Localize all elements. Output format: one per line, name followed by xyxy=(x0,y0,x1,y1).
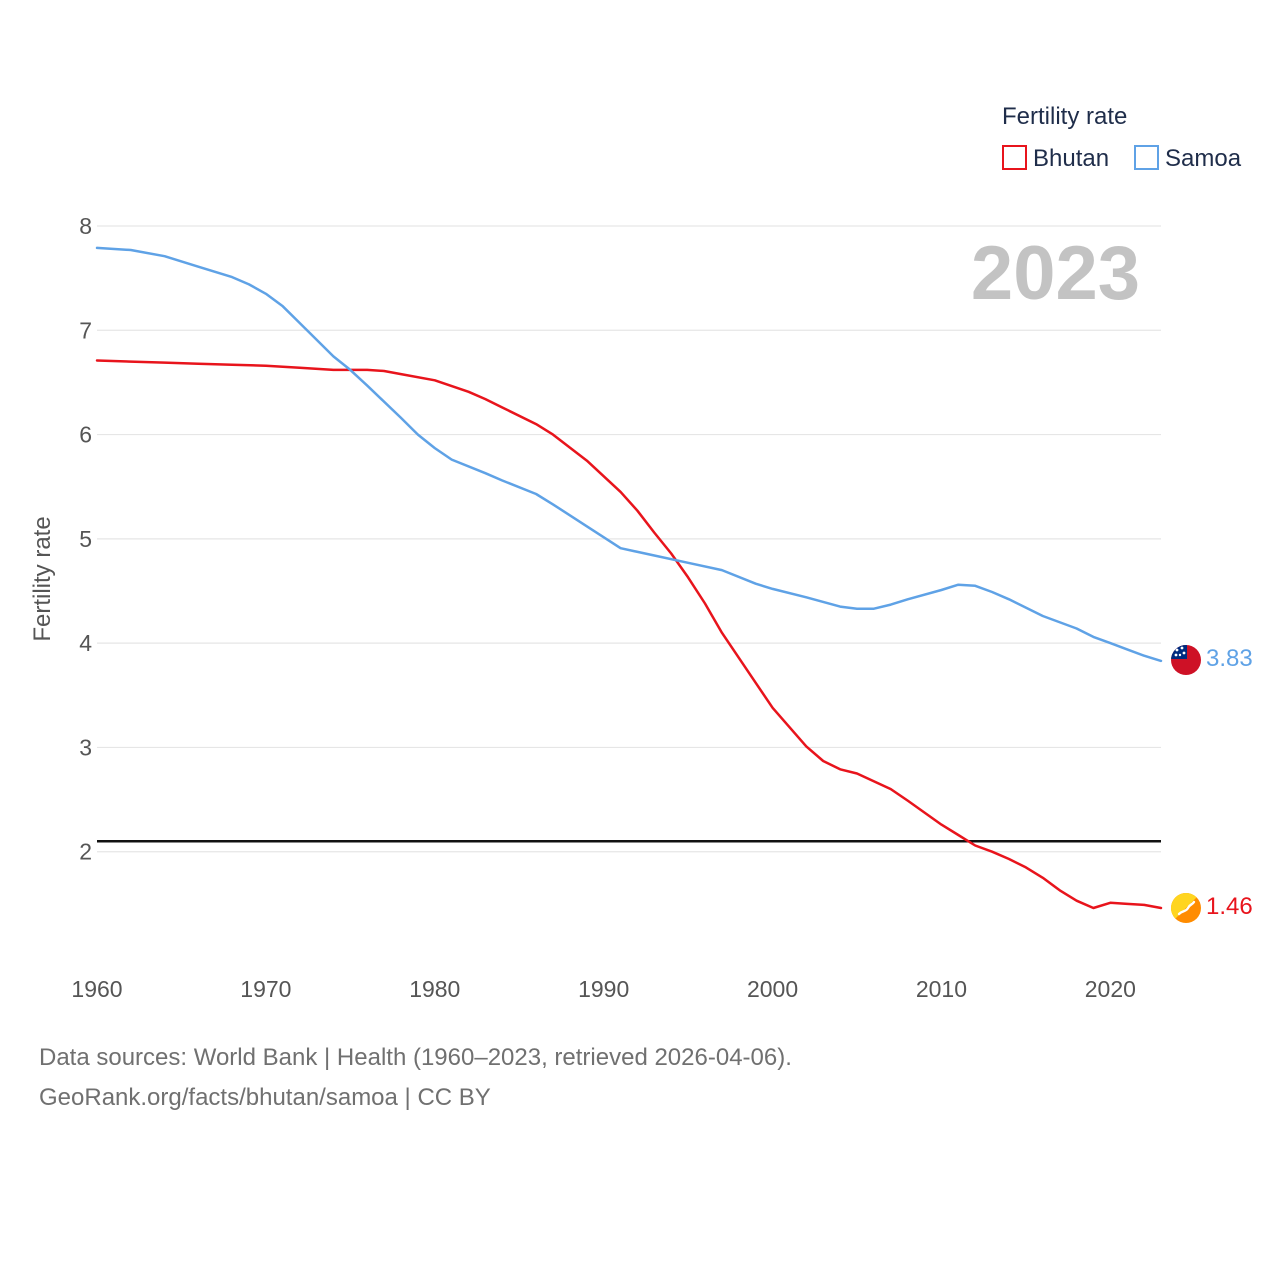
bhutan-end-label: 1.46 xyxy=(1206,893,1253,920)
x-tick-label: 2000 xyxy=(747,976,798,1002)
legend-title: Fertility rate xyxy=(1002,103,1127,130)
legend-swatch-bhutan xyxy=(1002,145,1027,170)
legend-item-bhutan[interactable]: Bhutan xyxy=(1002,145,1109,172)
gridlines xyxy=(97,225,1161,853)
legend-item-samoa[interactable]: Samoa xyxy=(1134,145,1242,172)
legend: Fertility rate Bhutan Samoa xyxy=(1002,103,1242,172)
y-tick-label: 6 xyxy=(79,422,92,448)
y-tick-label: 5 xyxy=(79,526,92,552)
y-tick-label: 8 xyxy=(79,213,92,239)
y-tick-label: 4 xyxy=(79,630,92,656)
y-tick-label: 2 xyxy=(79,839,92,865)
credit-link[interactable]: GeoRank.org/facts/bhutan/samoa | CC BY xyxy=(39,1084,491,1111)
legend-label-bhutan: Bhutan xyxy=(1033,145,1109,172)
samoa-flag-icon xyxy=(1171,645,1201,675)
x-tick-label: 2010 xyxy=(916,976,967,1002)
year-label: 2023 xyxy=(971,231,1140,316)
x-tick-label: 2020 xyxy=(1085,976,1136,1002)
y-axis-ticks: 2 3 4 5 6 7 8 xyxy=(79,213,92,865)
data-source-note: Data sources: World Bank | Health (1960–… xyxy=(39,1044,792,1071)
series-line-bhutan xyxy=(95,359,1163,910)
samoa-end-label: 3.83 xyxy=(1206,645,1253,672)
bhutan-flag-icon xyxy=(1171,893,1201,923)
legend-label-samoa: Samoa xyxy=(1165,145,1242,172)
y-tick-label: 3 xyxy=(79,734,92,760)
y-tick-label: 7 xyxy=(79,317,92,343)
x-tick-label: 1970 xyxy=(240,976,291,1002)
x-axis-ticks: 1960 1970 1980 1990 2000 2010 2020 xyxy=(71,976,1136,1002)
series-lines xyxy=(95,246,1163,910)
x-tick-label: 1960 xyxy=(71,976,122,1002)
y-axis-title: Fertility rate xyxy=(29,516,56,641)
legend-swatch-samoa xyxy=(1134,145,1159,170)
x-tick-label: 1980 xyxy=(409,976,460,1002)
fertility-rate-chart: 2 3 4 5 6 7 8 1960 1970 1980 1990 2000 2010 2020 Fer… xyxy=(29,103,1253,1002)
x-tick-label: 1990 xyxy=(578,976,629,1002)
series-line-samoa xyxy=(95,246,1163,663)
